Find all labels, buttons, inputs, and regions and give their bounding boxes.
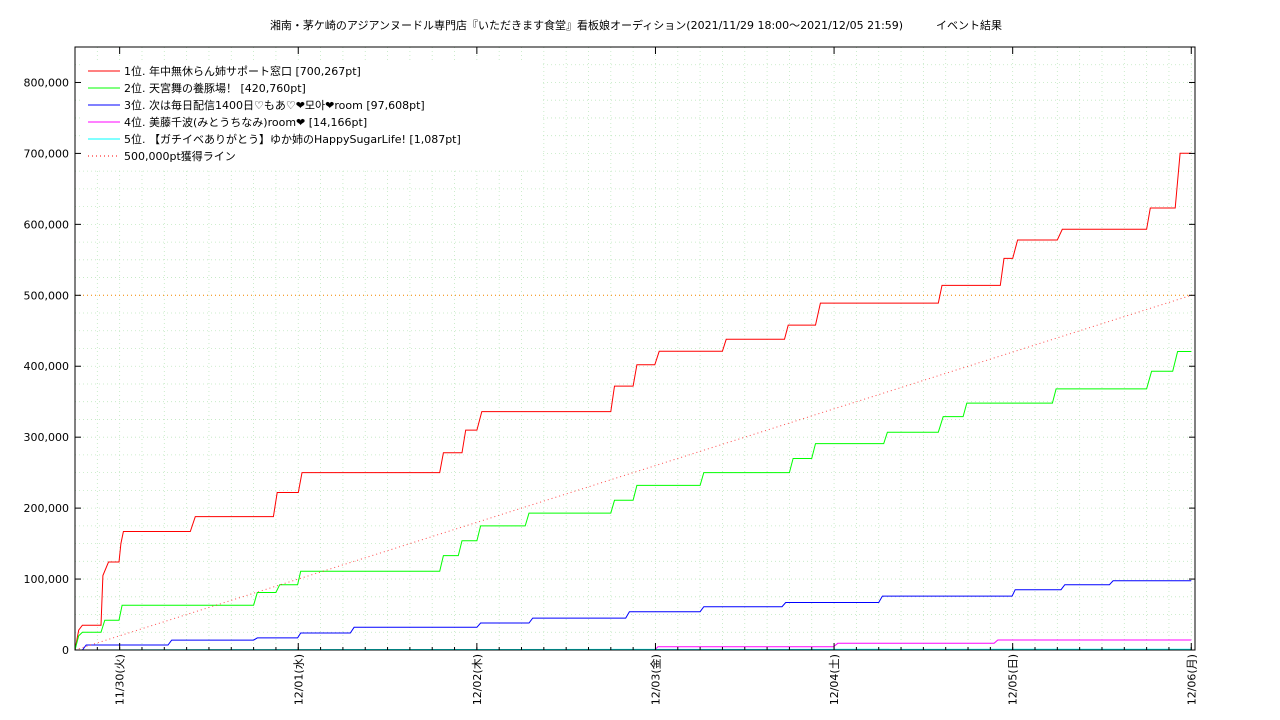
x-tick-label: 12/04(土)	[828, 654, 841, 705]
y-tick-label: 700,000	[24, 147, 70, 160]
y-tick-label: 600,000	[24, 218, 70, 231]
legend-label-3: 3位. 次は毎日配信1400日♡もあ♡❤모아❤room [97,608pt]	[124, 98, 425, 112]
chart-title: 湘南・茅ケ崎のアジアンヌードル専門店『いただきます食堂』看板娘オーディション(2…	[270, 18, 1002, 32]
y-tick-label: 0	[62, 644, 69, 657]
legend-label-4: 4位. 美藤千波(みとうちなみ)room❤ [14,166pt]	[124, 115, 367, 129]
y-tick-label: 100,000	[24, 573, 70, 586]
y-tick-label: 800,000	[24, 76, 70, 89]
legend-label-5: 5位. 【ガチイベありがとう】ゆか姉のHappySugarLife! [1,08…	[124, 132, 461, 146]
y-tick-label: 300,000	[24, 431, 70, 444]
x-tick-label: 12/01(水)	[292, 654, 305, 705]
legend: 1位. 年中無休らん姉サポート窓口 [700,267pt] 2位. 天宮舞の養豚場…	[88, 64, 461, 163]
x-tick-label: 12/06(月)	[1185, 654, 1198, 705]
legend-label-2: 2位. 天宮舞の養豚場！ [420,760pt]	[124, 81, 306, 95]
y-tick-label: 400,000	[24, 360, 70, 373]
series-line-3	[75, 580, 1192, 651]
legend-label-1: 1位. 年中無休らん姉サポート窓口 [700,267pt]	[124, 64, 361, 78]
legend-label-6: 500,000pt獲得ライン	[124, 150, 236, 163]
x-tick-label: 12/05(日)	[1007, 654, 1020, 705]
series-line-1	[74, 152, 1192, 651]
x-tick-label: 11/30(火)	[114, 654, 127, 705]
x-tick-label: 12/03(金)	[648, 654, 662, 705]
axis-layer: 0 100,000 200,000 300,000 400,000 500,000 600,…	[24, 47, 1198, 705]
series-line-2	[74, 351, 1192, 651]
series-line-6	[74, 294, 1192, 651]
plot-frame	[74, 46, 1196, 651]
x-tick-label: 12/02(木)	[471, 654, 484, 705]
y-tick-label: 500,000	[24, 289, 70, 302]
legend-background	[82, 60, 542, 170]
y-tick-label: 200,000	[24, 502, 70, 515]
